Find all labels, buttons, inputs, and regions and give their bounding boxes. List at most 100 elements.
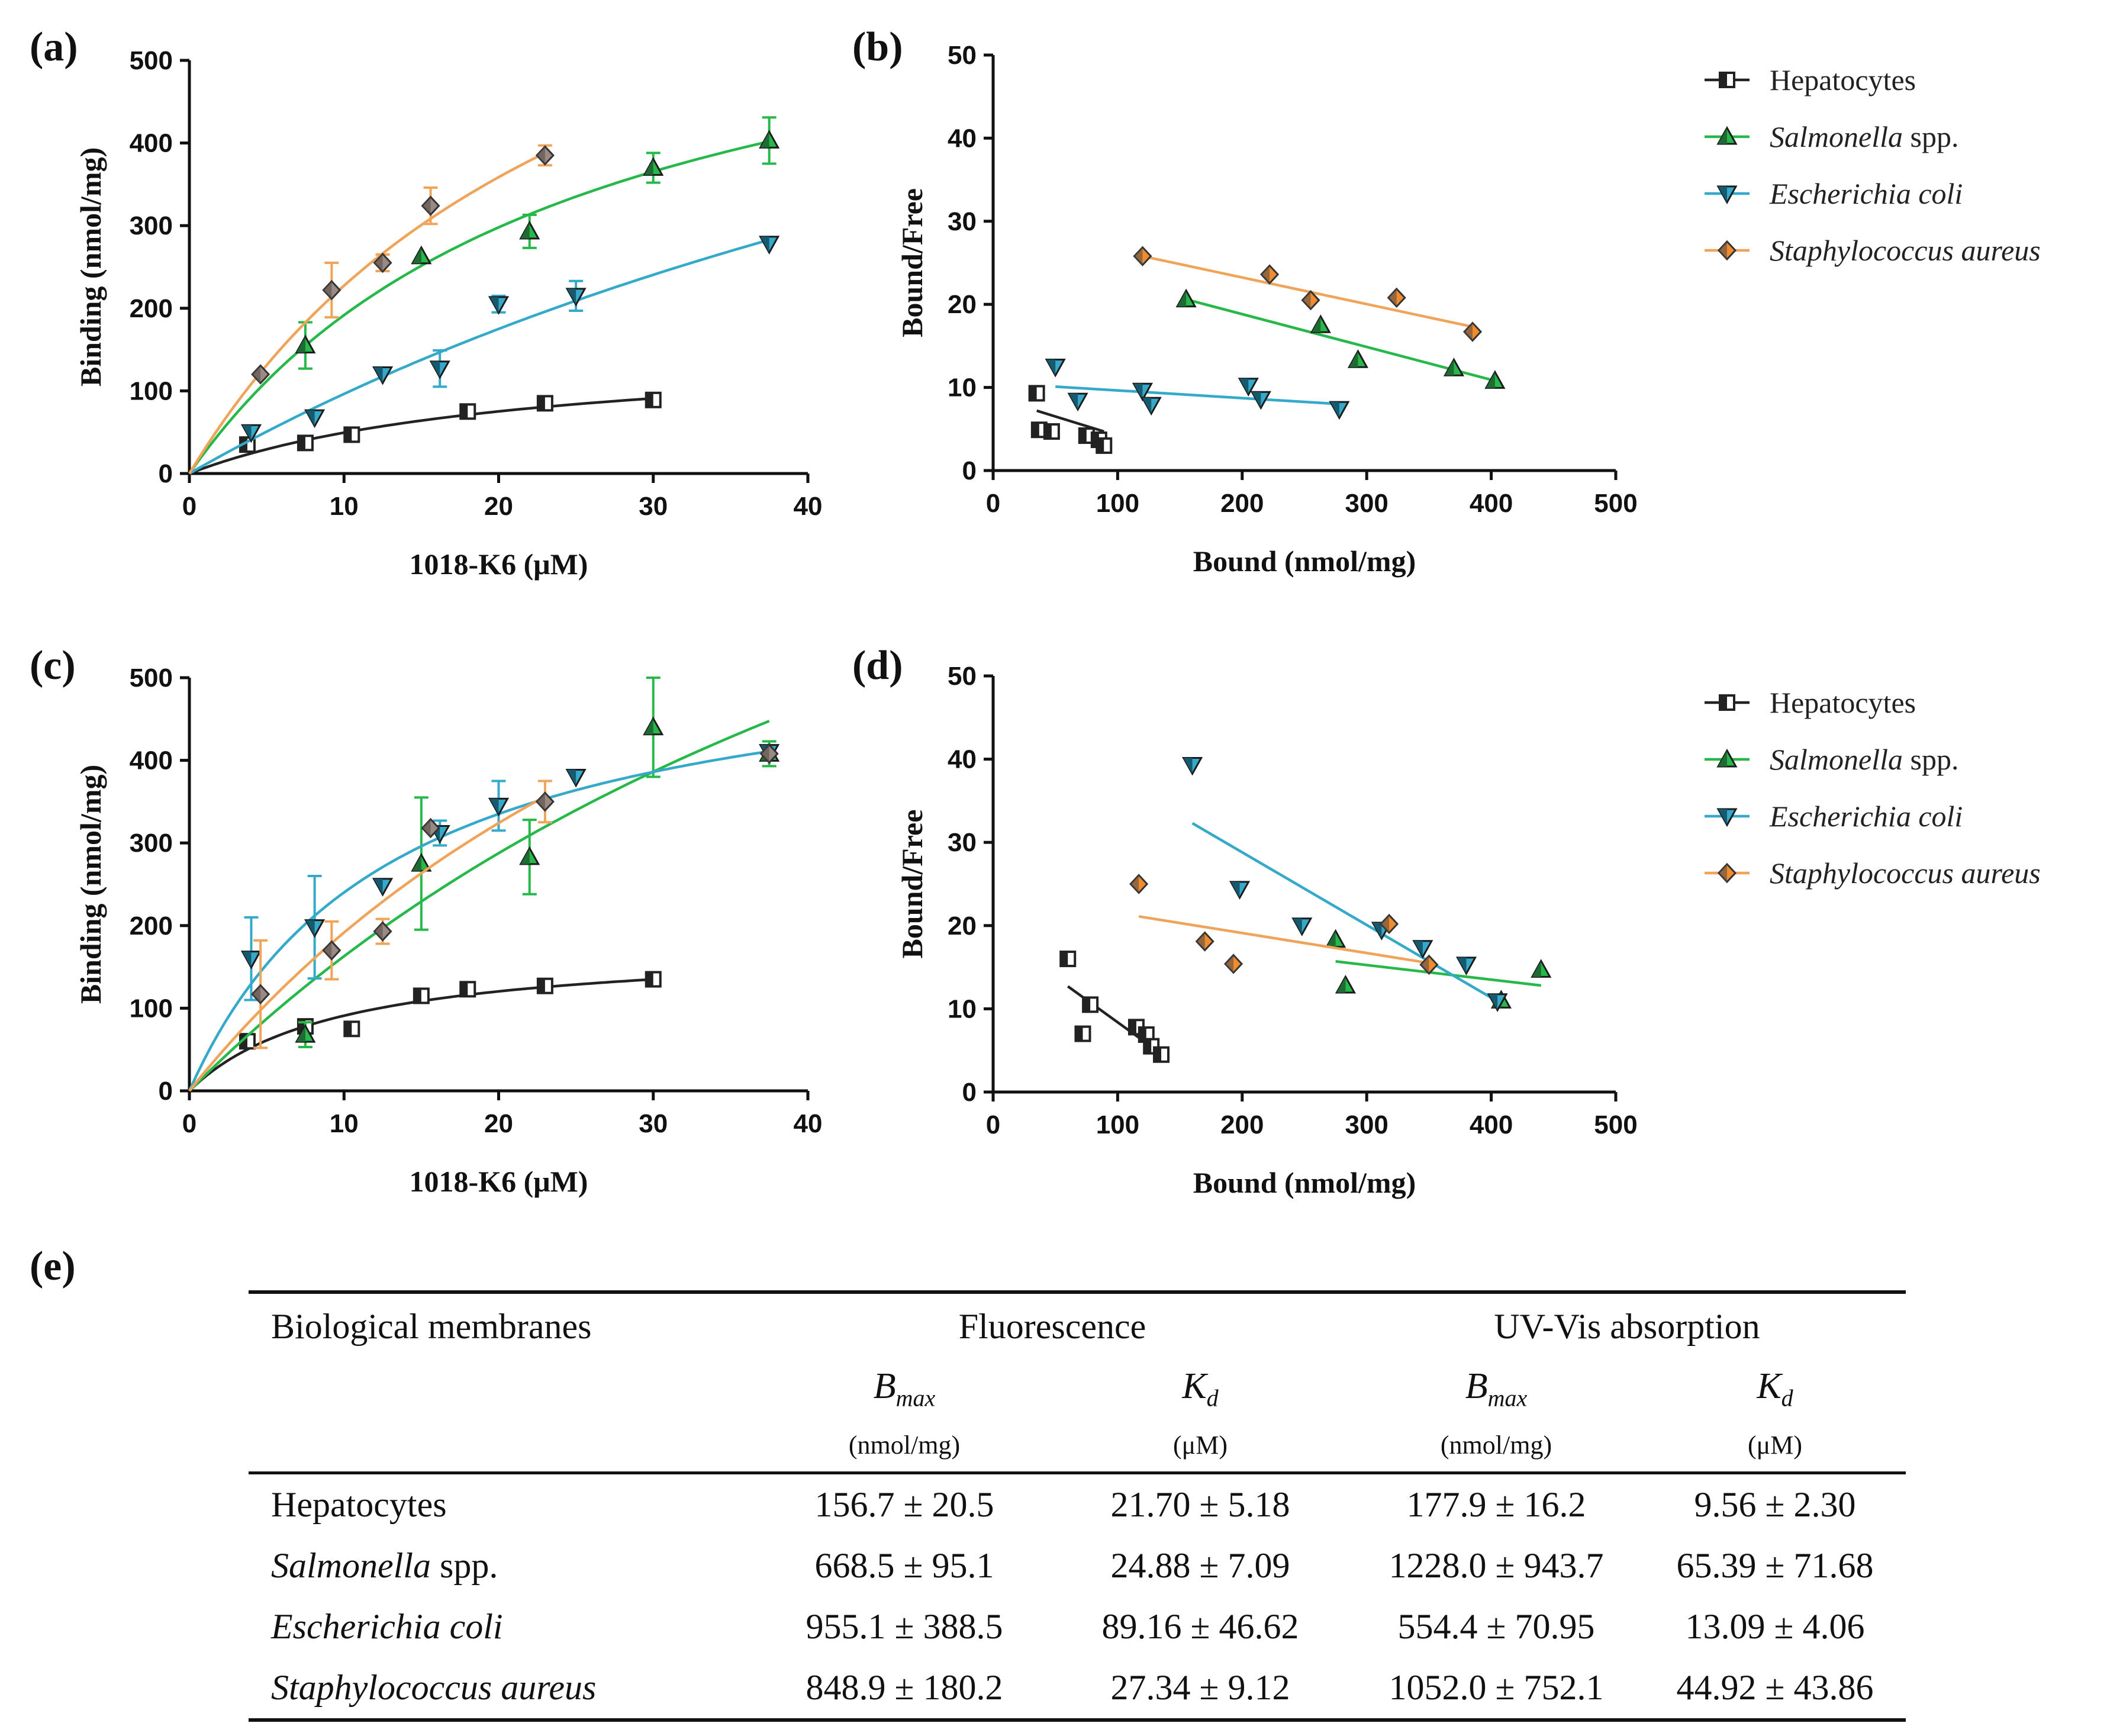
- data-point-hepatocytes-half: [344, 1022, 352, 1036]
- data-point-ecoli-half: [373, 367, 383, 384]
- data-point-hepatocytes-half: [646, 972, 653, 987]
- data-point-ecoli-half: [1252, 392, 1261, 408]
- data-point-hepatocytes-half: [1144, 1039, 1152, 1054]
- data-point-staph: [1129, 874, 1149, 894]
- series-staph: [188, 743, 779, 1092]
- data-point-salmonella-half: [1349, 351, 1358, 368]
- legend-italic: Staphylococcus aureus: [1770, 234, 2041, 267]
- legend-label-ecoli: Escherichia coli: [1769, 177, 1963, 210]
- cell-f-bmax: 848.9 ± 180.2: [756, 1657, 1052, 1722]
- fit-curve-salmonella: [188, 720, 770, 1092]
- legend-italic: Escherichia coli: [1769, 177, 1963, 210]
- data-point-ecoli-half: [305, 410, 315, 427]
- legend-d: Hepatocytes Salmonella spp. Escherichia co…: [1705, 686, 2041, 890]
- header-kd-uv: Kd: [1757, 1365, 1793, 1412]
- x-tick-label: 0: [986, 489, 1000, 518]
- chart-b: 0 100 200 300 400 500 0 10 20 30 40 50 Bound (nmol/m…: [895, 41, 2041, 578]
- legend-label-ecoli: Escherichia coli: [1769, 800, 1963, 833]
- data-point-salmonella-half: [1312, 316, 1321, 333]
- data-point-hepatocytes-half: [1029, 386, 1037, 401]
- data-point-ecoli-half: [1330, 402, 1339, 418]
- cell-f-bmax: 668.5 ± 95.1: [814, 1546, 994, 1585]
- x-tick-label: 400: [1470, 489, 1513, 518]
- data-point-salmonella-half: [412, 855, 421, 871]
- y-tick-label: 0: [962, 456, 977, 485]
- y-tick-label: 30: [948, 207, 977, 236]
- legend-b: Hepatocytes Salmonella spp. Escherichia co…: [1705, 63, 2041, 267]
- axes-d: 0 100 200 300 400 500 0 10 20 30 40 50 Bound (nmol/m…: [895, 662, 1638, 1199]
- y-tick-label: 300: [130, 211, 173, 240]
- y-tick-label: 40: [948, 124, 977, 153]
- legend-label-hepatocytes: Hepatocytes: [1770, 686, 1916, 719]
- series-salmonella: [188, 116, 780, 475]
- x-tick-label: 30: [639, 492, 668, 521]
- data-point-ecoli-half: [760, 236, 769, 253]
- row-label: Staphylococcus aureus: [249, 1657, 756, 1722]
- data-point-hepatocytes-half: [460, 404, 468, 419]
- header-kd-fluorescence: Kd: [1182, 1365, 1219, 1412]
- row-label: Salmonella spp.: [271, 1546, 498, 1585]
- x-tick-label: 40: [794, 1109, 823, 1138]
- data-point-hepatocytes-half: [1075, 1026, 1083, 1041]
- data-point-hepatocytes-half: [298, 436, 305, 450]
- cell-f-bmax: 955.1 ± 388.5: [806, 1607, 1003, 1646]
- y-tick-label: 10: [948, 994, 977, 1023]
- regression-line-ecoli: [1191, 822, 1499, 1003]
- unit-bmax-fluorescence: (nmol/mg): [756, 1418, 1052, 1474]
- panel-label-e: (e): [30, 1244, 76, 1289]
- x-tick-label: 10: [330, 1109, 359, 1138]
- legend-italic: Staphylococcus aureus: [1770, 856, 2041, 890]
- data-point-ecoli-half: [1373, 922, 1382, 939]
- data-point-ecoli-half: [567, 769, 576, 786]
- cell-u-bmax: 554.4 ± 70.95: [1397, 1607, 1595, 1646]
- x-axis-label: 1018-K6 (μM): [410, 1165, 588, 1198]
- data-point-staph-half: [374, 254, 383, 272]
- legend-marker-salmonella-half: [1718, 128, 1727, 144]
- legend-plain: spp.: [1903, 743, 1958, 776]
- legend-marker-staph-half: [1719, 864, 1727, 882]
- y-tick-label: 50: [948, 662, 977, 691]
- series-hepatocytes: [1059, 951, 1170, 1063]
- data-point-hepatocytes-half: [414, 988, 421, 1003]
- series-staph: [1129, 874, 1439, 975]
- data-point-staph-half: [422, 819, 431, 838]
- legend-plain: Hepatocytes: [1770, 63, 1916, 96]
- y-tick-label: 500: [130, 664, 173, 693]
- legend-label-staph: Staphylococcus aureus: [1770, 234, 2041, 267]
- series-staph: [188, 144, 555, 475]
- data-point-staph-half: [323, 281, 332, 299]
- cell-u-kd: 44.92 ± 43.86: [1644, 1657, 1906, 1722]
- x-tick-label: 200: [1220, 489, 1264, 518]
- cell-u-kd: 65.39 ± 71.68: [1676, 1546, 1874, 1585]
- summary-table: Biological membranes Fluorescence UV-Vis…: [249, 1290, 1906, 1722]
- legend-plain: spp.: [1903, 120, 1958, 153]
- data-point-staph-half: [1302, 291, 1311, 310]
- axes-b: 0 100 200 300 400 500 0 10 20 30 40 50 Bound (nmol/m…: [895, 41, 1638, 578]
- legend-label-staph: Staphylococcus aureus: [1770, 856, 2041, 890]
- data-point-salmonella-half: [1532, 961, 1541, 977]
- data-point-ecoli-half: [567, 288, 576, 305]
- data-point-hepatocytes-half: [1154, 1047, 1162, 1062]
- cell-f-bmax: 156.7 ± 20.5: [814, 1485, 994, 1524]
- data-point-salmonella-half: [1177, 290, 1187, 307]
- y-tick-label: 100: [130, 376, 173, 405]
- legend-plain: Hepatocytes: [1770, 686, 1916, 719]
- x-tick-label: 500: [1594, 489, 1637, 518]
- y-tick-label: 0: [159, 459, 173, 488]
- data-point-ecoli-half: [1133, 384, 1143, 400]
- data-point-staph-half: [1134, 247, 1143, 265]
- data-point-salmonella-half: [412, 247, 421, 263]
- y-axis-label: Binding (nmol/mg): [74, 765, 107, 1004]
- data-point-hepatocytes-half: [537, 396, 545, 411]
- regression-line-salmonella: [1335, 960, 1542, 987]
- table-row: Salmonella spp. 668.5 ± 95.1 24.88 ± 7.0…: [249, 1535, 1906, 1596]
- data-point-ecoli-half: [1489, 994, 1498, 1010]
- series-salmonella: [1175, 288, 1506, 389]
- legend-marker-hepatocytes-half: [1720, 73, 1727, 87]
- x-tick-label: 0: [182, 1109, 196, 1138]
- table-row: Hepatocytes 156.7 ± 20.5 21.70 ± 5.18 17…: [249, 1473, 1906, 1536]
- data-point-hepatocytes-half: [537, 978, 545, 993]
- panel-label-d: (d): [852, 643, 903, 688]
- x-axis-label: Bound (nmol/mg): [1193, 545, 1416, 578]
- data-point-ecoli-half: [305, 920, 315, 936]
